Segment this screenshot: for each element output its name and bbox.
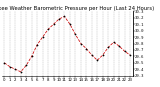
Title: Milwaukee Weather Barometric Pressure per Hour (Last 24 Hours): Milwaukee Weather Barometric Pressure pe… bbox=[0, 6, 154, 11]
